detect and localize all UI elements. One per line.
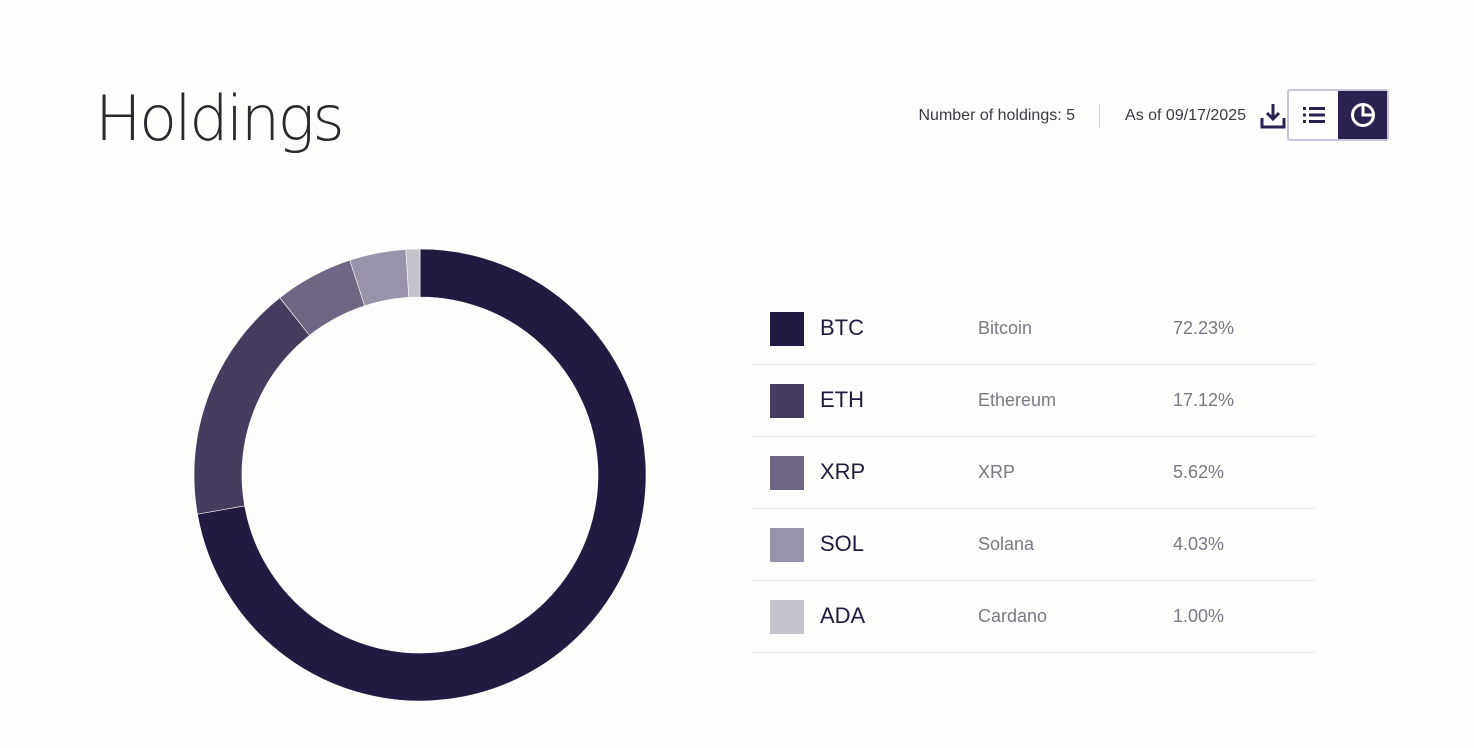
legend-swatch bbox=[770, 528, 804, 562]
legend-ticker: ETH bbox=[820, 387, 864, 412]
legend-row-xrp: XRP XRP 5.62% bbox=[752, 437, 1314, 509]
holdings-count: Number of holdings: 5 bbox=[918, 107, 1076, 124]
legend-name: Ethereum bbox=[978, 390, 1057, 410]
legend-ticker: SOL bbox=[820, 531, 865, 556]
legend-percentage: 5.62% bbox=[1173, 462, 1225, 482]
holdings-legend: BTC Bitcoin 72.23% ETH Ethereum 17.12% XRP XRP 5… bbox=[752, 293, 1314, 653]
legend-name: Bitcoin bbox=[978, 318, 1033, 338]
pie-chart-icon bbox=[1350, 103, 1375, 127]
download-icon bbox=[1260, 104, 1286, 129]
download-button[interactable] bbox=[1258, 101, 1288, 131]
list-view-button[interactable] bbox=[1289, 91, 1338, 139]
legend-percentage: 17.12% bbox=[1173, 390, 1235, 410]
as-of-date: As of 09/17/2025 bbox=[1125, 107, 1246, 124]
legend-ticker: BTC bbox=[820, 315, 864, 340]
meta-divider bbox=[1099, 104, 1101, 128]
legend-swatch bbox=[770, 312, 804, 346]
legend-row-btc: BTC Bitcoin 72.23% bbox=[752, 293, 1314, 365]
legend-name: Solana bbox=[978, 534, 1035, 554]
donut-slice-btc[interactable] bbox=[197, 248, 647, 702]
chart-view-button[interactable] bbox=[1338, 91, 1387, 139]
legend-ticker: XRP bbox=[820, 459, 866, 484]
donut-slice-eth[interactable] bbox=[193, 297, 311, 515]
legend-swatch bbox=[770, 384, 804, 418]
page-title: Holdings bbox=[95, 82, 345, 155]
legend-name: Cardano bbox=[978, 606, 1048, 626]
legend-name: XRP bbox=[978, 462, 1016, 482]
legend-row-eth: ETH Ethereum 17.12% bbox=[752, 365, 1314, 437]
legend-row-sol: SOL Solana 4.03% bbox=[752, 509, 1314, 581]
legend-percentage: 4.03% bbox=[1173, 534, 1225, 554]
legend-ticker: ADA bbox=[820, 603, 866, 628]
legend-swatch bbox=[770, 600, 804, 634]
donut-slice-ada[interactable] bbox=[405, 248, 421, 298]
legend-row-ada: ADA Cardano 1.00% bbox=[752, 581, 1314, 653]
holdings-donut-chart bbox=[193, 248, 647, 702]
list-view-icon bbox=[1302, 107, 1325, 123]
view-toggle bbox=[1287, 89, 1389, 141]
legend-swatch bbox=[770, 456, 804, 490]
holdings-meta: Number of holdings: 5 As of 09/17/2025 bbox=[918, 98, 1288, 134]
legend-percentage: 72.23% bbox=[1173, 318, 1235, 338]
legend-percentage: 1.00% bbox=[1173, 606, 1225, 626]
